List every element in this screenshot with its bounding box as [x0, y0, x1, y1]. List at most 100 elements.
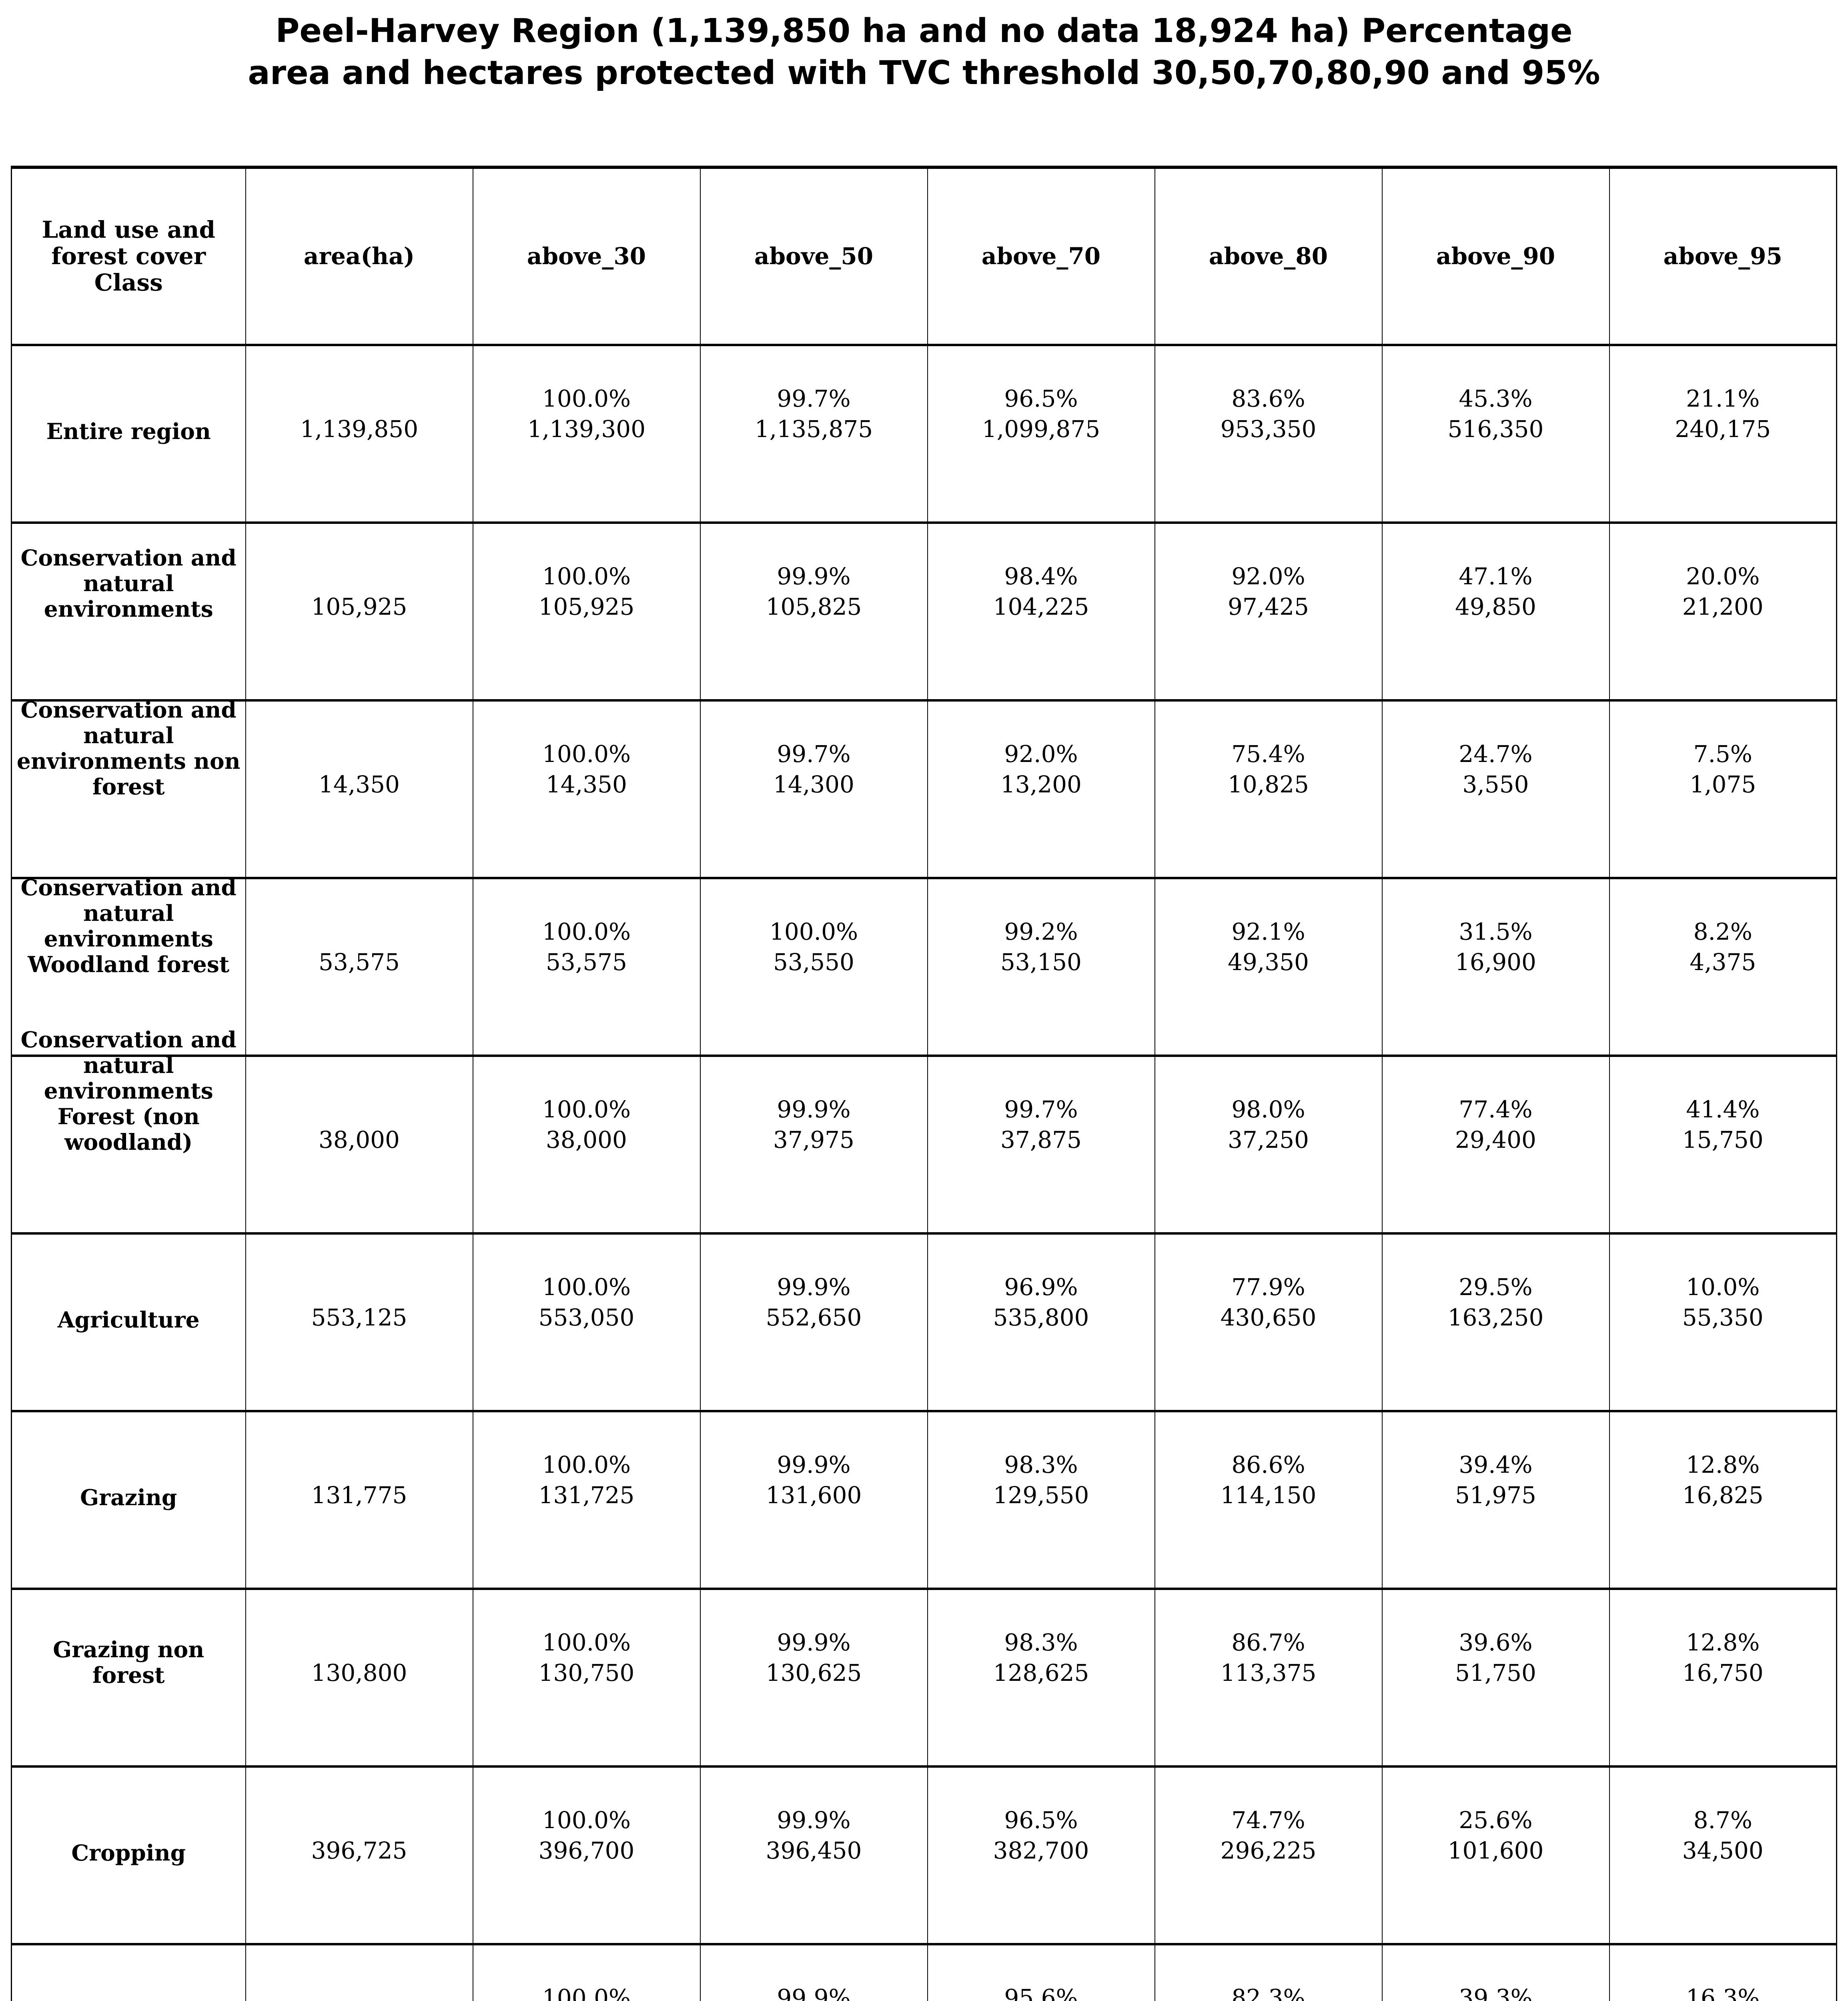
cell-above-90: 39.3%9,675 — [1381, 1943, 1609, 2001]
hectares-value: 130,625 — [766, 1659, 862, 1687]
percent-value: 12.8% — [1686, 1451, 1760, 1479]
area-value: 131,775 — [311, 1482, 407, 1509]
area-value: 53,575 — [319, 948, 400, 976]
cell-above-80: 98.0% 37,250 — [1154, 1054, 1382, 1233]
area-value: 396,725 — [311, 1837, 407, 1865]
row-class-cell: Agriculture — [11, 1232, 246, 1411]
percent-value: 99.9% — [777, 563, 851, 590]
hectares-value: 396,700 — [538, 1837, 635, 1865]
percent-value: 99.9% — [777, 1807, 851, 1834]
row-class-label: Conservation and natural environments — [20, 545, 237, 622]
hectares-value: 55,350 — [1682, 1304, 1764, 1331]
cell-above-30: 100.0% 53,575 — [472, 876, 700, 1056]
hectares-value: 14,350 — [546, 771, 627, 798]
row-class-label: Entire region — [46, 418, 211, 445]
hectares-value: 16,750 — [1682, 1659, 1764, 1687]
table-body: Entire region 1,139,850 100.0% 1,139,300 … — [11, 343, 1837, 2001]
cell-above-80: 83.6% 953,350 — [1154, 343, 1382, 523]
cell-above-95: 12.8% 16,750 — [1609, 1587, 1837, 1766]
area-cell: 24,625 — [245, 1943, 473, 2001]
cell-above-30: 100.0% 14,350 — [472, 699, 700, 878]
table-row: Grazing non forest 130,800 100.0% 130,750… — [11, 1587, 1837, 1766]
percent-value: 100.0% — [542, 1807, 631, 1834]
hectares-value: 553,050 — [538, 1304, 635, 1331]
row-class-label: Cropping — [71, 1840, 186, 1866]
percent-value: 29.5% — [1459, 1273, 1533, 1301]
row-class-cell: Conservation and natural environments — [11, 521, 246, 700]
percent-value: 96.5% — [1004, 1807, 1078, 1834]
hectares-value: 49,350 — [1228, 948, 1309, 976]
column-header-above-95: above_95 — [1609, 167, 1837, 345]
hectares-value: 16,900 — [1455, 948, 1536, 976]
hectares-value: 53,575 — [546, 948, 627, 976]
land-use-table: Land use and forest cover Class area(ha)… — [11, 165, 1837, 2001]
hectares-value: 552,650 — [766, 1304, 862, 1331]
row-class-cell: Entire region — [11, 343, 246, 523]
hectares-value: 37,875 — [1000, 1126, 1082, 1154]
hectares-value: 1,139,300 — [527, 415, 646, 443]
hectares-value: 38,000 — [546, 1126, 627, 1154]
hectares-value: 21,200 — [1682, 593, 1764, 621]
percent-value: 96.5% — [1004, 385, 1078, 413]
percent-value: 8.2% — [1693, 918, 1752, 946]
hectares-value: 29,400 — [1455, 1126, 1536, 1154]
percent-value: 24.7% — [1459, 740, 1533, 768]
percent-value: 16.3% — [1686, 1984, 1760, 2001]
hectares-value: 105,825 — [766, 593, 862, 621]
area-value: 105,925 — [311, 593, 407, 621]
hectares-value: 51,750 — [1455, 1659, 1536, 1687]
column-header-label: above_50 — [754, 243, 874, 270]
cell-above-50: 99.9% 396,450 — [700, 1765, 928, 1944]
hectares-value: 51,975 — [1455, 1482, 1536, 1509]
percent-value: 8.7% — [1693, 1807, 1752, 1834]
cell-above-80: 86.7% 113,375 — [1154, 1587, 1382, 1766]
column-header-area: area(ha) — [245, 167, 473, 345]
hectares-value: 53,550 — [773, 948, 854, 976]
table-row: Agriculture 553,125 100.0% 553,050 99.9% 5… — [11, 1232, 1837, 1411]
cell-above-50: 99.9% 105,825 — [700, 521, 928, 700]
percent-value: 99.9% — [777, 1096, 851, 1123]
cell-above-95: 7.5% 1,075 — [1609, 699, 1837, 878]
percent-value: 77.4% — [1459, 1096, 1533, 1123]
hectares-value: 396,450 — [766, 1837, 862, 1865]
hectares-value: 4,375 — [1690, 948, 1756, 976]
percent-value: 95.6% — [1004, 1984, 1078, 2001]
percent-value: 45.3% — [1459, 385, 1533, 413]
cell-above-50: 99.7% 1,135,875 — [700, 343, 928, 523]
cell-above-90: 24.7% 3,550 — [1381, 699, 1609, 878]
header-row: Land use and forest cover Class area(ha)… — [12, 167, 1837, 345]
table-row: Entire region 1,139,850 100.0% 1,139,300 … — [11, 343, 1837, 523]
hectares-value: 10,825 — [1228, 771, 1309, 798]
hectares-value: 296,225 — [1220, 1837, 1317, 1865]
area-value: 14,350 — [319, 771, 400, 798]
percent-value: 20.0% — [1686, 563, 1760, 590]
page-title-line2: area and hectares protected with TVC thr… — [248, 54, 1600, 92]
row-class-label: Grazing non forest — [53, 1636, 204, 1688]
percent-value: 99.7% — [1004, 1096, 1078, 1123]
cell-above-50: 99.9% 552,650 — [700, 1232, 928, 1411]
hectares-value: 131,600 — [766, 1482, 862, 1509]
hectares-value: 1,075 — [1690, 771, 1756, 798]
row-class-label: Conservation and natural environments no… — [16, 697, 241, 800]
hectares-value: 430,650 — [1220, 1304, 1317, 1331]
cell-above-80: 77.9% 430,650 — [1154, 1232, 1382, 1411]
cell-above-90: 45.3% 516,350 — [1381, 343, 1609, 523]
percent-value: 12.8% — [1686, 1629, 1760, 1656]
cell-above-50: 99.9% 37,975 — [700, 1054, 928, 1233]
cell-above-95: 41.4% 15,750 — [1609, 1054, 1837, 1233]
percent-value: 86.6% — [1231, 1451, 1305, 1479]
hectares-value: 16,825 — [1682, 1482, 1764, 1509]
area-cell: 14,350 — [245, 699, 473, 878]
cell-above-90: 39.4% 51,975 — [1381, 1410, 1609, 1589]
cell-above-90: 31.5% 16,900 — [1381, 876, 1609, 1056]
hectares-value: 163,250 — [1447, 1304, 1544, 1331]
cell-above-95: 8.2% 4,375 — [1609, 876, 1837, 1056]
area-value: 38,000 — [319, 1126, 400, 1154]
hectares-value: 516,350 — [1447, 415, 1544, 443]
column-header-above-90: above_90 — [1381, 167, 1609, 345]
page-title-line1: Peel-Harvey Region (1,139,850 ha and no … — [275, 12, 1573, 50]
percent-value: 100.0% — [542, 740, 631, 768]
area-cell: 53,575 — [245, 876, 473, 1056]
area-cell: 38,000 — [245, 1054, 473, 1233]
cell-above-90: 77.4% 29,400 — [1381, 1054, 1609, 1233]
